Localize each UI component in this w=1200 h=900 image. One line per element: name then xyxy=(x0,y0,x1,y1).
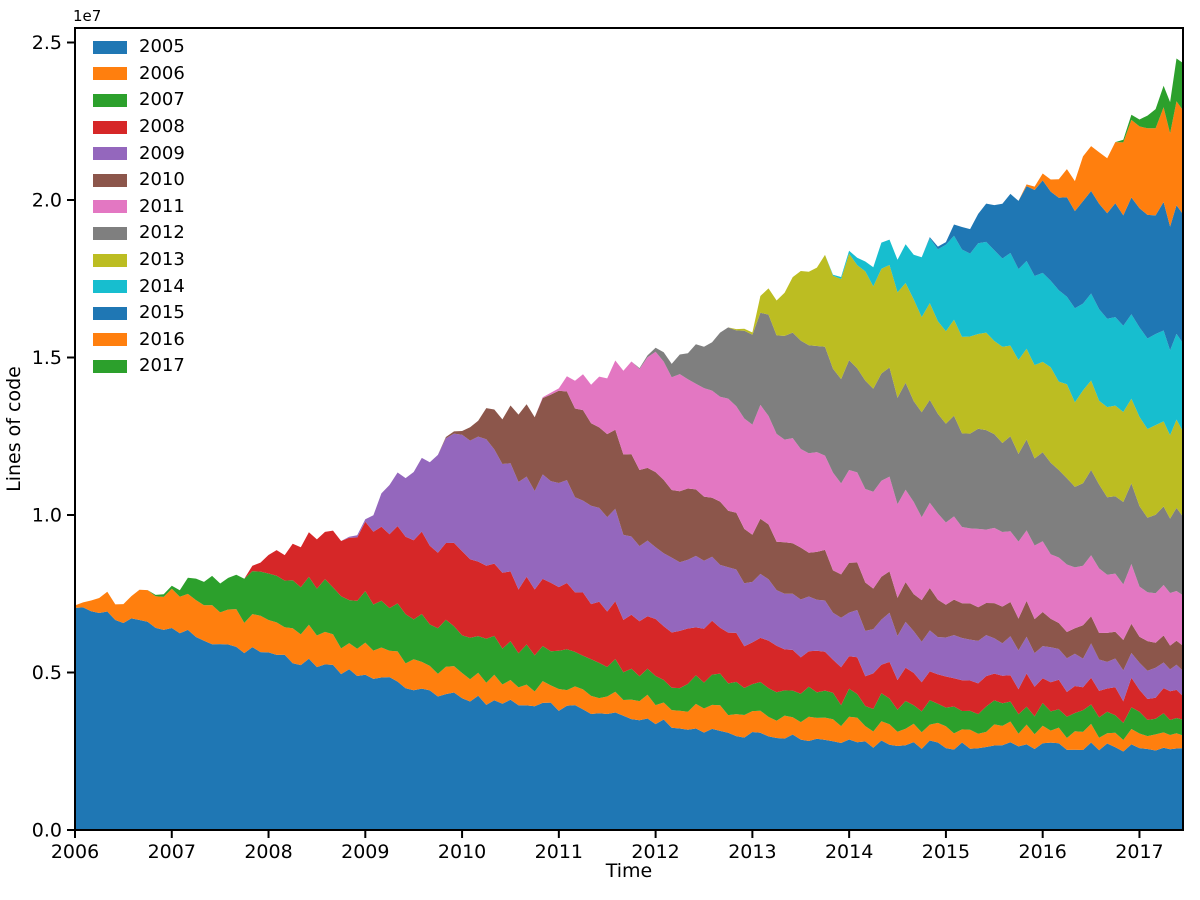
area-series-2008 xyxy=(75,521,1183,723)
legend-label: 2015 xyxy=(139,302,185,324)
legend-label: 2005 xyxy=(139,36,185,58)
legend-label: 2009 xyxy=(139,142,185,164)
legend-item: 2012 xyxy=(93,220,185,247)
x-tick-label: 2014 xyxy=(825,841,873,863)
y-tick-label: 1.5 xyxy=(32,347,62,369)
y-axis-offset-label: 1e7 xyxy=(73,7,101,25)
area-series-2007 xyxy=(75,571,1183,740)
area-series-2006 xyxy=(75,588,1183,752)
legend-swatch xyxy=(93,280,127,294)
plot-frame xyxy=(74,27,1184,831)
x-axis-ticks: 2006 2007 2008 2009 2010 2011 2012 2013 2014 2015… xyxy=(51,830,1164,863)
area-series-2009 xyxy=(75,433,1183,702)
legend-swatch xyxy=(93,200,127,214)
legend-label: 2010 xyxy=(139,169,185,191)
legend-item: 2014 xyxy=(93,273,185,300)
y-tick-label: 0.0 xyxy=(32,820,62,842)
legend-item: 2016 xyxy=(93,327,185,354)
legend-item: 2008 xyxy=(93,114,185,141)
area-series-2012 xyxy=(75,312,1183,606)
legend-swatch xyxy=(93,93,127,107)
legend-label: 2006 xyxy=(139,62,185,84)
legend-swatch xyxy=(93,226,127,240)
x-tick-label: 2008 xyxy=(244,841,292,863)
area-series-2010 xyxy=(75,390,1183,671)
legend-item: 2011 xyxy=(93,194,185,221)
x-tick-label: 2013 xyxy=(728,841,776,863)
legend-swatch xyxy=(93,306,127,320)
area-series-2013 xyxy=(75,253,1183,606)
y-axis-label: Lines of code xyxy=(3,366,25,492)
x-tick-label: 2011 xyxy=(535,841,583,863)
legend-item: 2017 xyxy=(93,353,185,380)
x-tick-label: 2012 xyxy=(631,841,679,863)
x-axis-label: Time xyxy=(605,860,653,882)
area-series-2011 xyxy=(75,351,1183,646)
x-tick-label: 2010 xyxy=(438,841,486,863)
x-tick-label: 2015 xyxy=(922,841,970,863)
legend-item: 2007 xyxy=(93,87,185,114)
legend-swatch xyxy=(93,67,127,81)
area-series-2005 xyxy=(75,607,1183,830)
legend-label: 2012 xyxy=(139,222,185,244)
legend-swatch xyxy=(93,359,127,373)
legend-label: 2014 xyxy=(139,275,185,297)
x-tick-label: 2006 xyxy=(51,841,99,863)
area-series-2015 xyxy=(75,180,1183,606)
y-tick-label: 2.0 xyxy=(32,190,62,212)
legend: 2005 2006 2007 2008 2009 2010 2011 2012 2013 2014… xyxy=(93,34,185,380)
legend-item: 2013 xyxy=(93,247,185,274)
legend-label: 2016 xyxy=(139,328,185,350)
legend-label: 2013 xyxy=(139,249,185,271)
x-tick-label: 2017 xyxy=(1115,841,1163,863)
legend-item: 2006 xyxy=(93,61,185,88)
legend-swatch xyxy=(93,333,127,347)
legend-item: 2005 xyxy=(93,34,185,61)
legend-label: 2008 xyxy=(139,116,185,138)
legend-swatch xyxy=(93,147,127,161)
legend-label: 2011 xyxy=(139,195,185,217)
legend-swatch xyxy=(93,173,127,187)
stacked-areas xyxy=(75,58,1183,830)
legend-item: 2010 xyxy=(93,167,185,194)
legend-swatch xyxy=(93,253,127,267)
legend-swatch xyxy=(93,120,127,134)
y-tick-label: 0.5 xyxy=(32,662,62,684)
legend-label: 2017 xyxy=(139,355,185,377)
x-tick-label: 2009 xyxy=(341,841,389,863)
legend-item: 2015 xyxy=(93,300,185,327)
legend-swatch xyxy=(93,40,127,54)
x-tick-label: 2007 xyxy=(148,841,196,863)
y-axis-ticks: 0.0 0.5 1.0 1.5 2.0 2.5 xyxy=(32,32,75,842)
x-tick-label: 2016 xyxy=(1019,841,1067,863)
legend-label: 2007 xyxy=(139,89,185,111)
legend-item: 2009 xyxy=(93,140,185,167)
y-tick-label: 2.5 xyxy=(32,32,62,54)
y-tick-label: 1.0 xyxy=(32,505,62,527)
